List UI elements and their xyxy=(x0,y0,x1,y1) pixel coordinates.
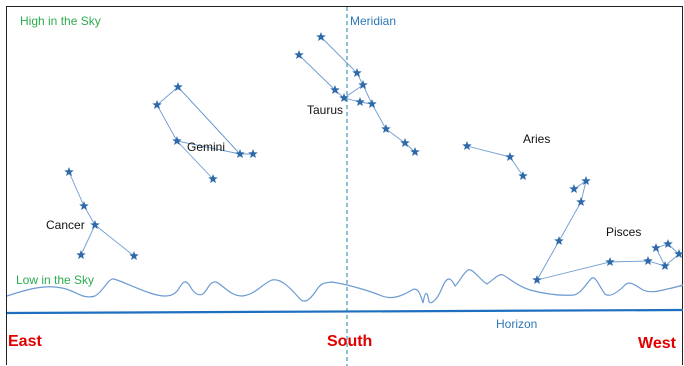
cancer-star-icon xyxy=(90,220,100,230)
taurus-lines xyxy=(298,36,364,99)
taurus-star-icon xyxy=(400,138,410,148)
aries-star-icon xyxy=(518,171,528,181)
pisces-star-icon xyxy=(660,261,670,271)
sky-frame xyxy=(6,6,683,365)
pisces-star-icon xyxy=(605,257,615,267)
gemini-star-icon xyxy=(172,136,182,146)
taurus-star-icon xyxy=(410,147,420,157)
taurus-star-icon xyxy=(330,85,340,95)
pisces-star-icon xyxy=(532,275,542,285)
gemini-star-icon xyxy=(235,149,245,159)
gemini-star-icon xyxy=(248,149,258,159)
taurus-lines-3 xyxy=(362,84,373,105)
cancer-star-icon xyxy=(76,250,86,260)
taurus-star-icon xyxy=(381,124,391,134)
pisces-star-icon xyxy=(674,249,684,259)
aries-star-icon xyxy=(462,141,472,151)
taurus-star-icon xyxy=(339,93,349,103)
direction-west: West xyxy=(638,335,676,352)
label-meridian: Meridian xyxy=(350,14,397,28)
cancer-lines xyxy=(68,171,135,257)
label-high-in-the-sky: High in the Sky xyxy=(20,14,101,28)
label-aries: Aries xyxy=(523,132,551,146)
gemini-lines-3 xyxy=(176,140,214,180)
label-pisces: Pisces xyxy=(606,225,642,239)
cancer-lines-2 xyxy=(80,224,96,256)
gemini-star-icon xyxy=(173,82,183,92)
taurus-star-icon xyxy=(352,68,362,78)
terrain-outline xyxy=(6,269,684,304)
cancer-star-icon xyxy=(64,167,74,177)
label-taurus: Taurus xyxy=(307,103,344,117)
label-horizon: Horizon xyxy=(496,317,538,331)
gemini-star-icon xyxy=(152,100,162,110)
taurus-star-icon xyxy=(355,97,365,107)
taurus-star-icon xyxy=(367,99,377,109)
direction-east: East xyxy=(8,333,42,350)
taurus-star-icon xyxy=(358,80,368,90)
label-cancer: Cancer xyxy=(46,218,85,232)
horizon-line xyxy=(6,308,684,315)
cancer-star-icon xyxy=(129,251,139,261)
label-gemini: Gemini xyxy=(187,140,226,154)
pisces-star-icon xyxy=(663,239,673,249)
cancer-star-icon xyxy=(79,201,89,211)
pisces-star-icon xyxy=(643,256,653,266)
pisces-star-icon xyxy=(581,176,591,186)
gemini-star-icon xyxy=(208,174,218,184)
label-low-in-the-sky: Low in the Sky xyxy=(16,273,95,287)
direction-south: South xyxy=(327,333,373,350)
gemini-lines-2 xyxy=(177,86,241,155)
aries-star-icon xyxy=(505,152,515,162)
aries-lines xyxy=(466,145,524,177)
taurus-star-icon xyxy=(294,50,304,60)
pisces-star-icon xyxy=(576,197,586,207)
pisces-star-icon xyxy=(554,236,564,246)
pisces-star-icon xyxy=(651,243,661,253)
taurus-star-icon xyxy=(316,32,326,42)
pisces-star-icon xyxy=(569,184,579,194)
